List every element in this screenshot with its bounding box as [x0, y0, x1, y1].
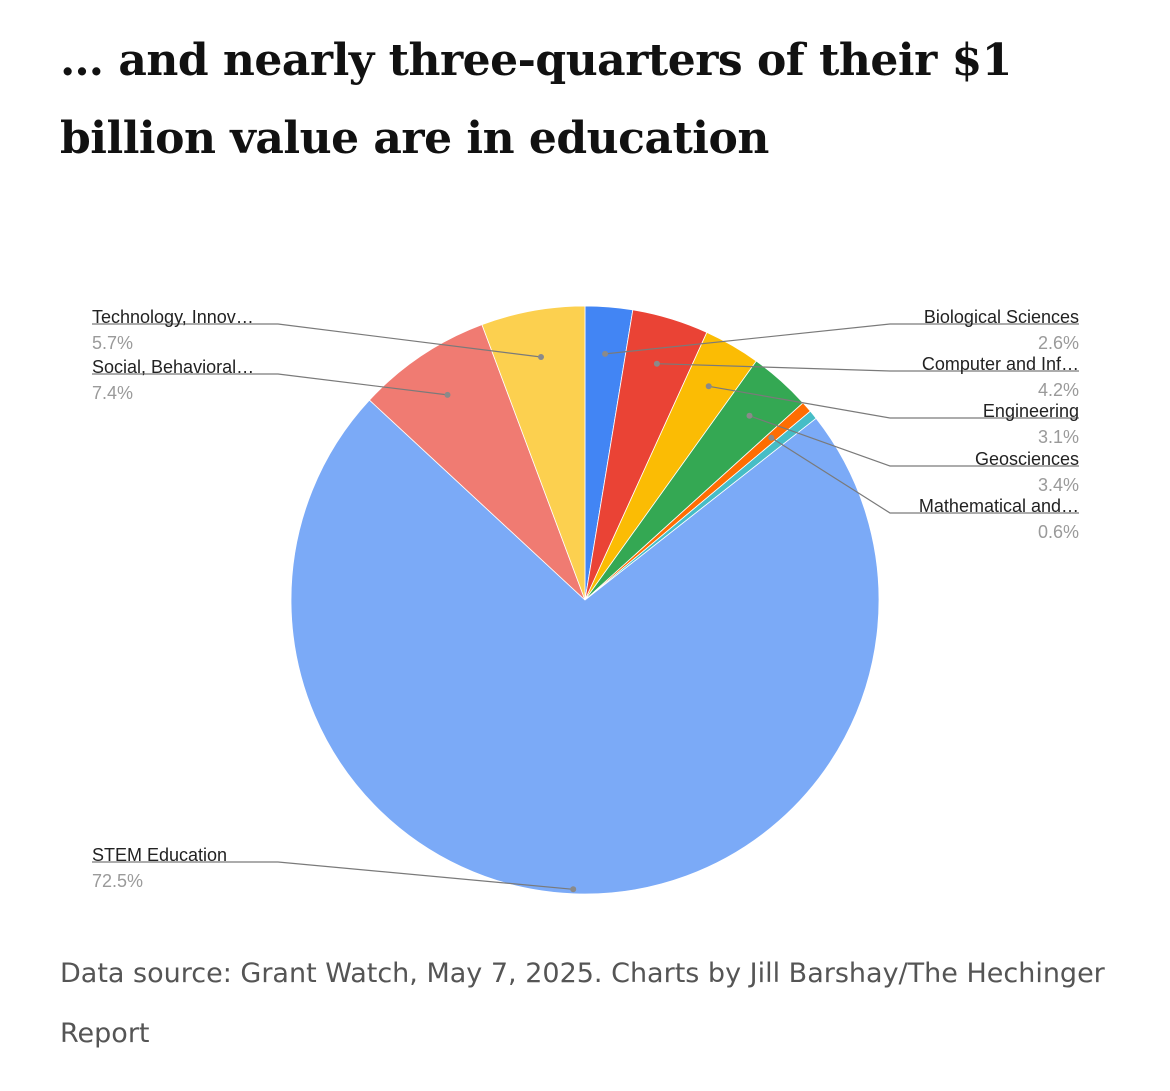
- slice-label-geosciences: Geosciences: [975, 449, 1079, 469]
- slice-percent-engineering: 3.1%: [1038, 427, 1079, 447]
- leader-dot-technology-innov: [538, 354, 544, 360]
- leader-line-technology-innov: [92, 323, 542, 358]
- leader-line-mathematical-and: [770, 437, 1079, 514]
- leader-dot-geosciences: [746, 412, 753, 419]
- leader-line-social-behavioral: [92, 373, 448, 396]
- slice-label-engineering: Engineering: [983, 401, 1079, 421]
- slice-percent-social-behavioral: 7.4%: [92, 383, 133, 403]
- slice-label-biological-sciences: Biological Sciences: [924, 307, 1079, 327]
- leader-line-geosciences: [749, 415, 1079, 467]
- leader-dot-biological-sciences: [602, 350, 609, 357]
- slice-percent-computer-and-inf: 4.2%: [1038, 380, 1079, 400]
- leader-dot-engineering: [705, 383, 712, 390]
- slice-percent-geosciences: 3.4%: [1038, 475, 1079, 495]
- slice-label-computer-and-inf: Computer and Inf…: [922, 354, 1079, 374]
- leader-dot-social-behavioral: [444, 391, 451, 398]
- slice-label-technology-innov: Technology, Innov…: [92, 307, 254, 327]
- leader-line-computer-and-inf: [656, 363, 1079, 372]
- pie-slice-stem-education: [290, 399, 880, 895]
- leader-dot-computer-and-inf: [653, 360, 660, 367]
- pie-slice-social-behavioral: [368, 324, 586, 601]
- slice-percent-technology-innov: 5.7%: [92, 333, 133, 353]
- leader-line-engineering: [708, 385, 1079, 419]
- chart-title: … and nearly three-quarters of their $1 …: [60, 35, 1012, 164]
- data-source-note: Data source: Grant Watch, May 7, 2025. C…: [60, 958, 1105, 1049]
- slice-label-stem-education: STEM Education: [92, 845, 227, 865]
- leader-line-biological-sciences: [605, 323, 1079, 355]
- leader-dot-stem-education: [570, 886, 577, 893]
- leader-dot-mathematical-and: [768, 434, 775, 441]
- slice-percent-mathematical-and: 0.6%: [1038, 522, 1079, 542]
- slice-label-social-behavioral: Social, Behavioral…: [92, 357, 254, 377]
- slice-percent-stem-education: 72.5%: [92, 871, 143, 891]
- pie-slice-technology-innov: [481, 305, 586, 601]
- slice-percent-biological-sciences: 2.6%: [1038, 333, 1079, 353]
- leader-line-stem-education: [92, 861, 574, 890]
- slice-label-mathematical-and: Mathematical and…: [919, 496, 1079, 516]
